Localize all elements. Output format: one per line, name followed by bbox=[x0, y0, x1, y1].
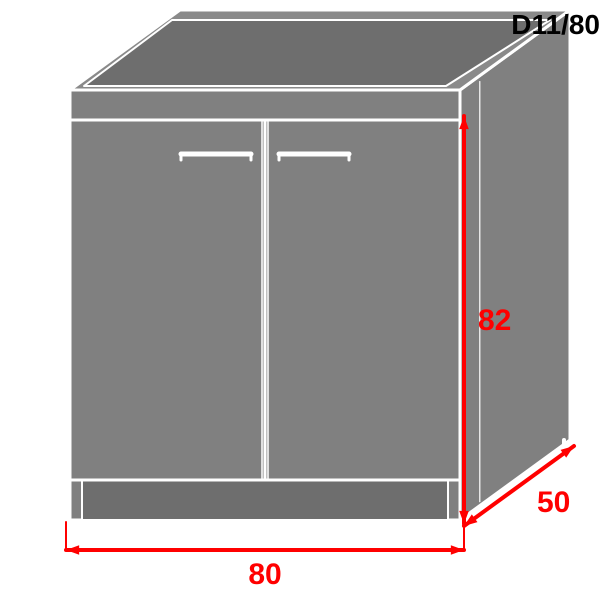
dim-depth-value: 50 bbox=[537, 486, 570, 519]
dim-height-value: 82 bbox=[478, 304, 511, 337]
model-label: D11/80 bbox=[511, 9, 600, 40]
cabinet-plinth bbox=[82, 480, 448, 520]
dim-arrow bbox=[451, 545, 464, 555]
dim-arrow bbox=[66, 545, 79, 555]
cabinet-front-rail bbox=[70, 90, 460, 120]
cabinet-side-right bbox=[460, 10, 570, 520]
dim-width-value: 80 bbox=[248, 558, 281, 591]
cabinet-diagram: D11/80 82 50 80 bbox=[0, 0, 616, 609]
